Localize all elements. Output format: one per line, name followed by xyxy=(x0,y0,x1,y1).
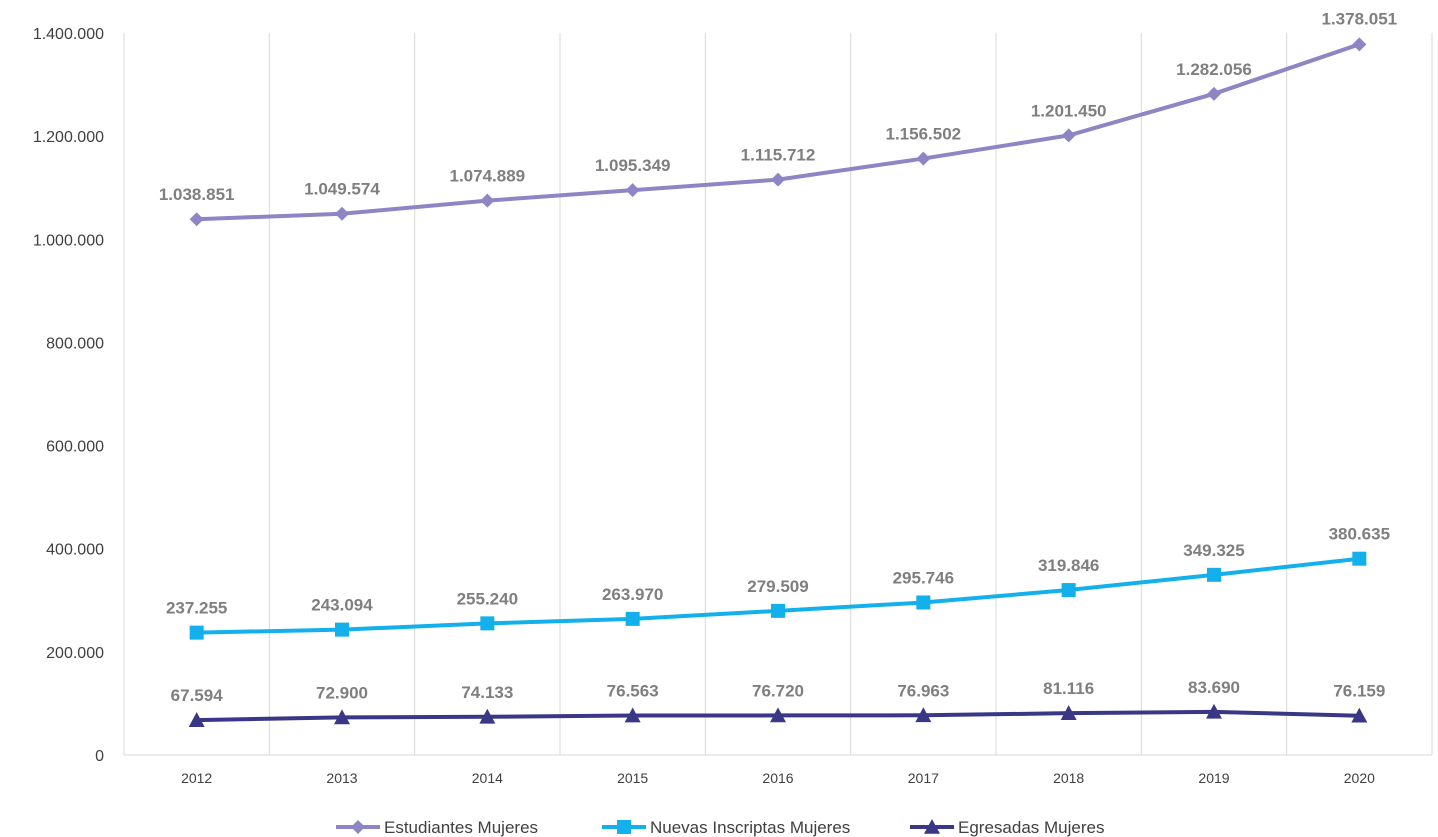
data-label: 1.282.056 xyxy=(1176,60,1252,79)
data-point-square xyxy=(1061,583,1076,598)
data-label: 380.635 xyxy=(1329,525,1390,544)
y-tick-label: 1.400.000 xyxy=(33,26,104,43)
legend-item: Estudiantes Mujeres xyxy=(336,818,538,837)
data-point-diamond xyxy=(335,206,349,221)
y-axis: 0 200.000 400.000 600.000 800.000 1.000.000 1.… xyxy=(33,26,104,765)
data-point-diamond xyxy=(1352,37,1367,52)
data-point-diamond xyxy=(771,172,785,187)
data-point-triangle xyxy=(1351,707,1368,723)
data-label: 1.201.450 xyxy=(1031,101,1107,120)
series-estudiantes-mujeres xyxy=(189,37,1367,227)
y-tick-label: 600.000 xyxy=(46,439,104,456)
series-egresadas-mujeres xyxy=(188,703,1368,727)
data-label: 76.963 xyxy=(897,681,949,700)
data-point-diamond xyxy=(480,193,495,208)
data-label: 237.255 xyxy=(166,599,227,618)
data-point-square xyxy=(771,603,785,618)
data-point-triangle xyxy=(624,707,641,723)
data-label: 67.594 xyxy=(171,686,224,705)
data-point-triangle xyxy=(1206,703,1222,719)
legend-label: Estudiantes Mujeres xyxy=(384,818,538,837)
data-label: 255.240 xyxy=(457,589,518,608)
series-nuevas-inscriptas-mujeres xyxy=(189,551,1367,640)
data-label: 1.156.502 xyxy=(886,125,962,144)
data-point-diamond xyxy=(1061,128,1076,143)
data-point-square xyxy=(335,622,349,637)
x-tick-label: 2017 xyxy=(908,770,939,786)
y-tick-label: 400.000 xyxy=(46,542,104,559)
data-label: 295.746 xyxy=(893,568,954,587)
series-lines xyxy=(188,37,1368,727)
data-label: 76.720 xyxy=(752,681,804,700)
data-point-triangle xyxy=(770,707,786,723)
data-point-square xyxy=(625,611,640,626)
y-tick-label: 200.000 xyxy=(46,645,104,662)
data-point-diamond xyxy=(1207,86,1221,101)
x-tick-label: 2015 xyxy=(617,770,648,786)
data-label: 1.049.574 xyxy=(304,180,380,199)
data-point-triangle xyxy=(1060,705,1077,720)
y-tick-label: 0 xyxy=(95,748,104,765)
vertical-gridlines xyxy=(123,33,1433,755)
data-label: 263.970 xyxy=(602,585,663,604)
y-tick-label: 1.200.000 xyxy=(33,129,104,146)
x-tick-label: 2013 xyxy=(326,770,357,786)
data-label: 1.095.349 xyxy=(595,156,671,175)
data-point-square xyxy=(1207,567,1221,582)
data-point-diamond xyxy=(351,820,365,834)
x-tick-label: 2016 xyxy=(762,770,793,786)
x-tick-label: 2020 xyxy=(1344,770,1375,786)
data-labels: 1.038.851 1.049.574 1.074.889 1.095.349 1.11… xyxy=(159,9,1397,705)
data-point-triangle xyxy=(479,708,496,724)
data-point-triangle xyxy=(334,709,350,725)
x-tick-label: 2019 xyxy=(1198,770,1229,786)
legend-item: Nuevas Inscriptas Mujeres xyxy=(602,818,850,837)
x-tick-label: 2012 xyxy=(181,770,212,786)
y-tick-label: 800.000 xyxy=(46,335,104,352)
data-label: 349.325 xyxy=(1183,541,1244,560)
data-point-diamond xyxy=(625,183,640,198)
data-label: 74.133 xyxy=(461,683,513,702)
y-tick-label: 1.000.000 xyxy=(33,232,104,249)
data-label: 81.116 xyxy=(1043,679,1094,698)
data-label: 76.159 xyxy=(1333,682,1385,701)
legend-label: Egresadas Mujeres xyxy=(958,818,1104,837)
data-point-square xyxy=(480,616,495,631)
data-point-square xyxy=(617,820,631,834)
legend-label: Nuevas Inscriptas Mujeres xyxy=(650,818,850,837)
data-point-square xyxy=(1352,551,1367,566)
data-label: 243.094 xyxy=(311,596,373,615)
data-point-square xyxy=(189,625,204,640)
data-label: 76.563 xyxy=(607,682,659,701)
legend-item: Egresadas Mujeres xyxy=(910,818,1104,837)
data-point-diamond xyxy=(916,151,931,166)
data-label: 1.378.051 xyxy=(1322,9,1398,28)
data-point-diamond xyxy=(189,212,204,227)
data-point-triangle xyxy=(188,712,205,727)
x-tick-label: 2014 xyxy=(472,770,503,786)
data-label: 279.509 xyxy=(747,577,808,596)
data-label: 1.038.851 xyxy=(159,185,235,204)
data-label: 1.115.712 xyxy=(741,146,816,165)
data-point-square xyxy=(916,595,931,610)
x-tick-label: 2018 xyxy=(1053,770,1084,786)
data-label: 72.900 xyxy=(316,683,368,702)
x-axis: 2012 2013 2014 2015 2016 2017 2018 2019 2020 xyxy=(124,754,1432,786)
data-point-triangle xyxy=(915,707,932,723)
legend: Estudiantes Mujeres Nuevas Inscriptas Muj… xyxy=(336,818,1104,837)
data-label: 83.690 xyxy=(1188,678,1240,697)
data-label: 319.846 xyxy=(1038,556,1099,575)
data-point-triangle xyxy=(924,819,940,834)
data-label: 1.074.889 xyxy=(450,167,526,186)
